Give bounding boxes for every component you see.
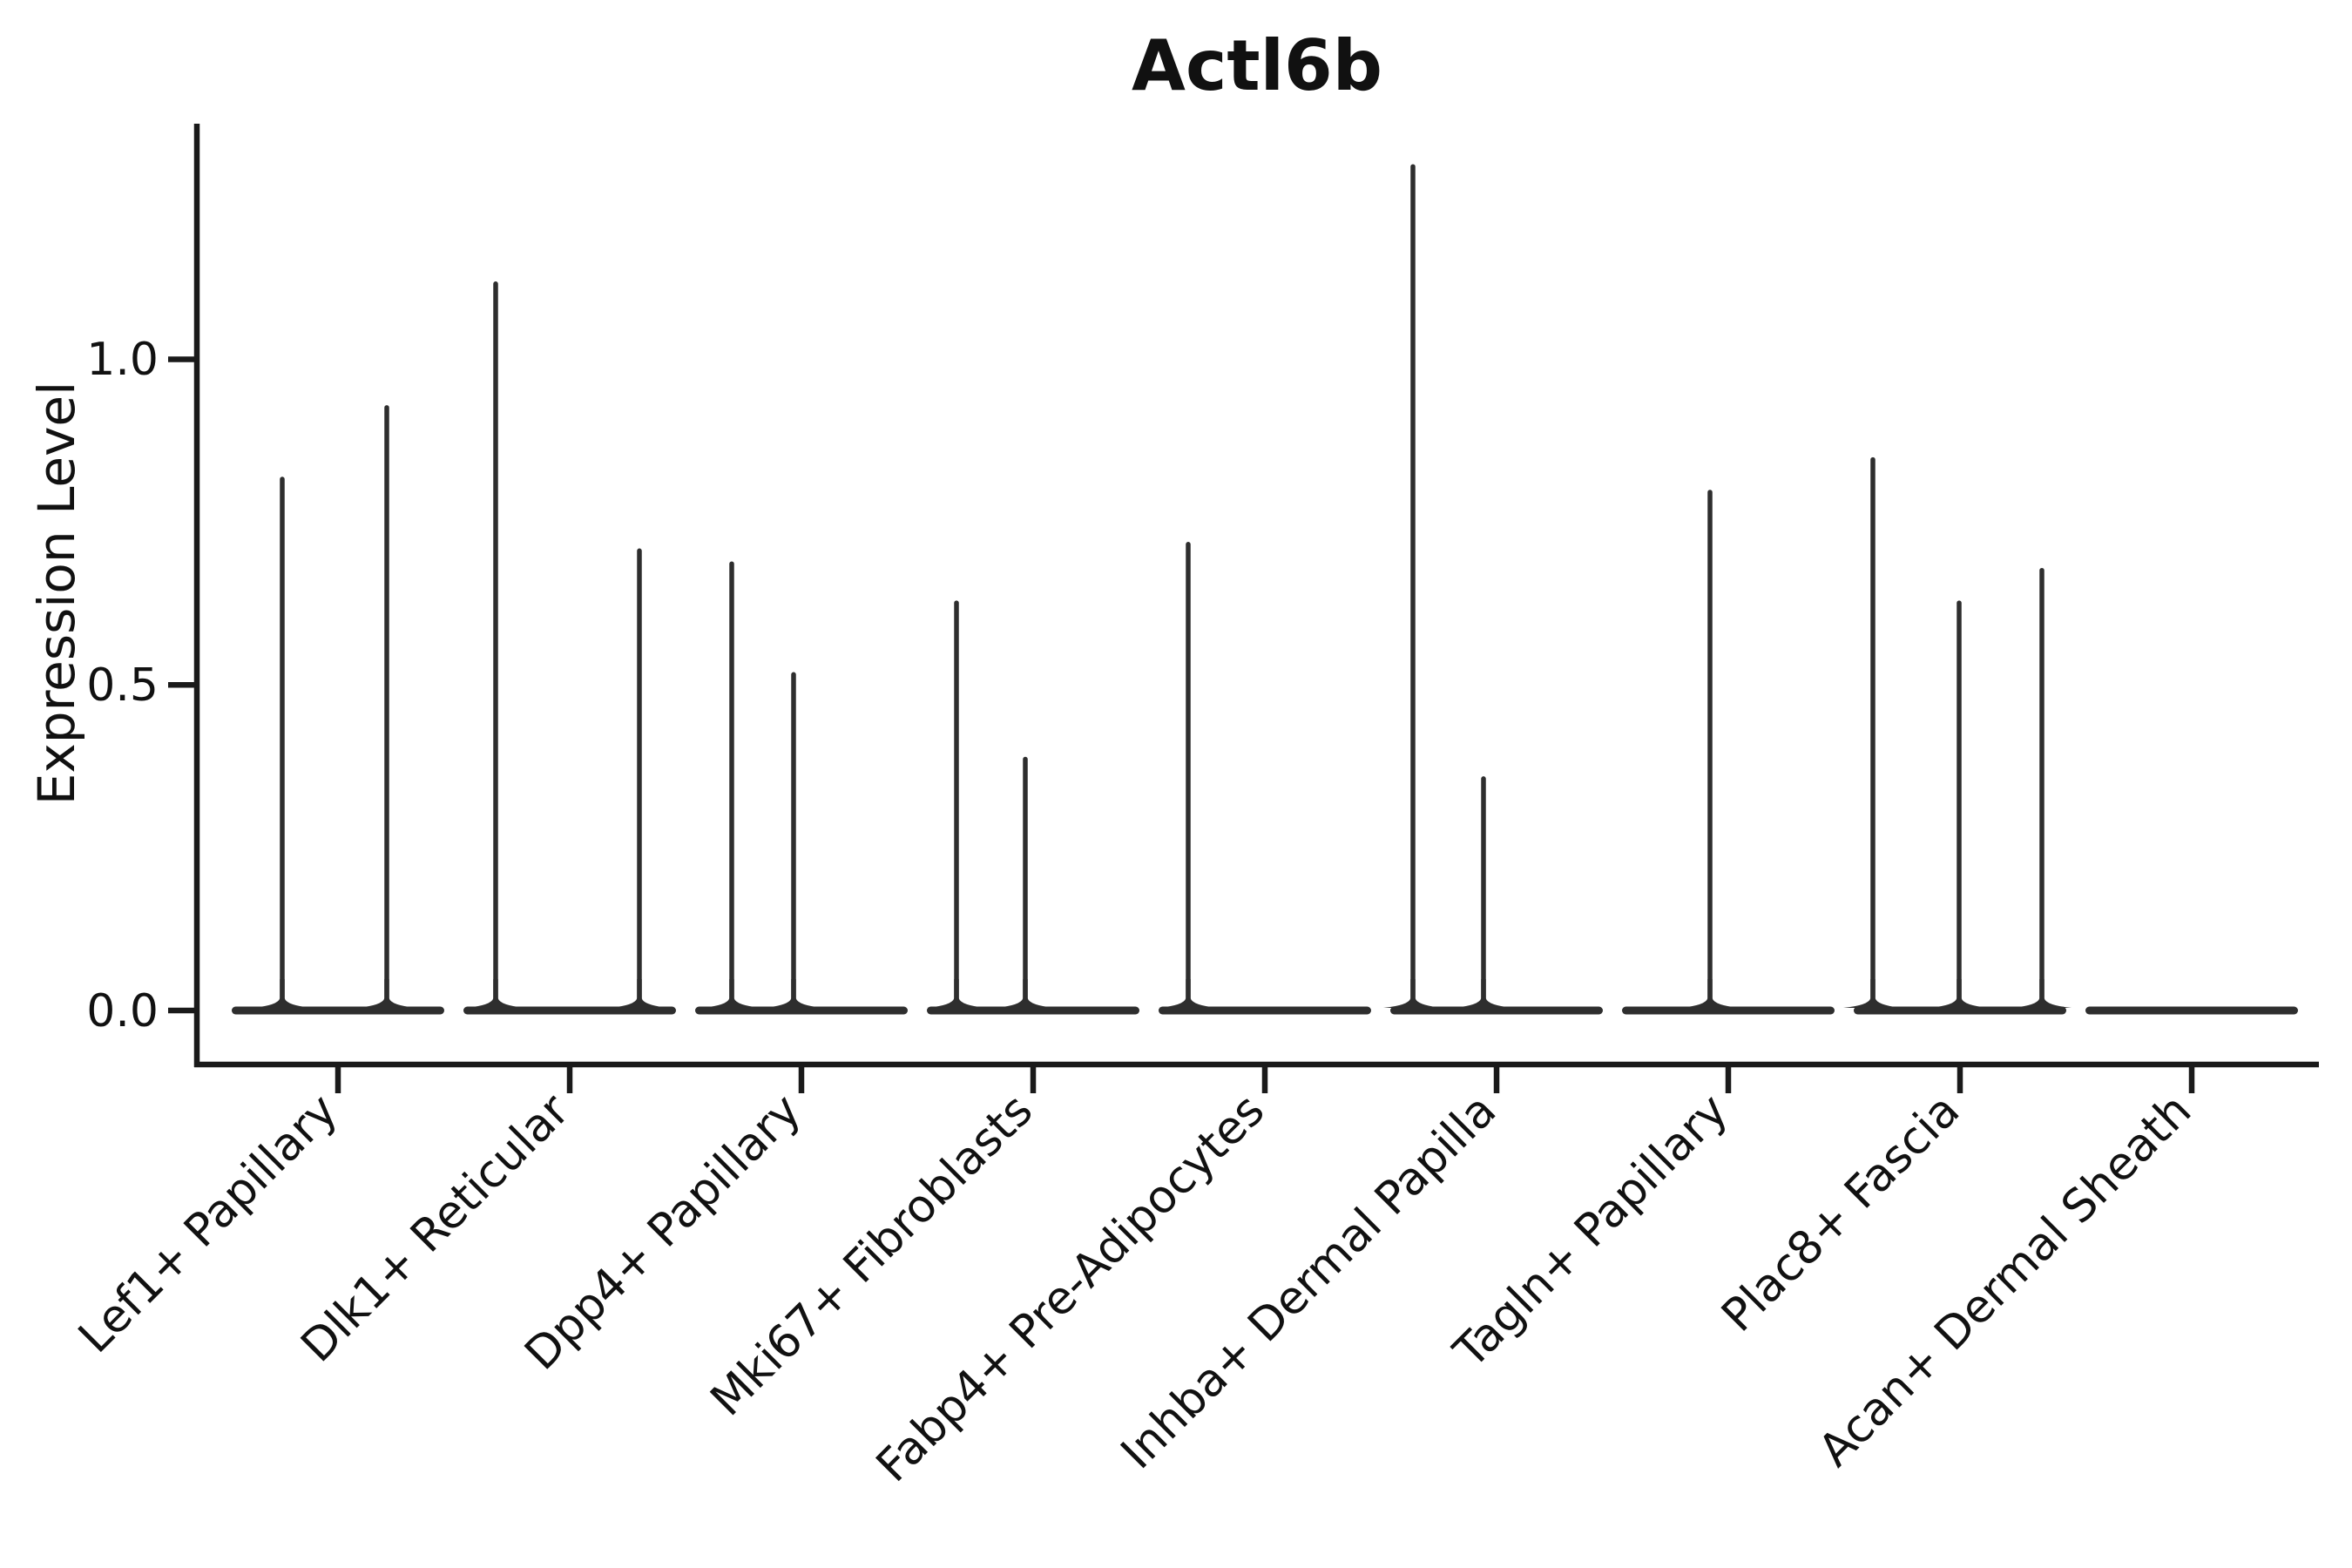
violin-base: [232, 1006, 444, 1015]
violin-base: [695, 1006, 908, 1015]
violin-base: [463, 1006, 676, 1015]
x-tick-label-fabp4: Fabp4+ Pre-Adipocytes: [867, 1085, 1274, 1492]
violin-spike-flare: [1159, 979, 1218, 1008]
violin-spike-flare: [1383, 979, 1443, 1008]
violin-spike-flare: [466, 979, 525, 1008]
violin-spike-flare: [2012, 979, 2072, 1008]
x-tick-labels: Lef1+ Papillary Dlk1+ Reticular Dpp4+ Pa…: [69, 1084, 2201, 1492]
y-tick-label-1: 1.0: [86, 334, 159, 386]
violin-base: [1159, 1006, 1371, 1015]
x-tick-label-acan: Acan+ Dermal Sheath: [1809, 1085, 2202, 1477]
violin-spike-flare: [1843, 979, 1903, 1008]
violins-layer: [168, 124, 2319, 1093]
x-tick-label-inhba: Inhba+ Dermal Papilla: [1112, 1085, 1506, 1479]
violin-spike-flare: [1930, 979, 1989, 1008]
violin-base: [1854, 1006, 2066, 1015]
violin-spike-flare: [927, 979, 986, 1008]
violin-spike-flare: [702, 979, 761, 1008]
violin-spike-flare: [996, 979, 1055, 1008]
violin-spike-flare: [253, 979, 312, 1008]
chart-title: Actl6b: [1132, 25, 1382, 106]
x-tick-label-plac8: Plac8+ Fascia: [1712, 1085, 1970, 1342]
violin-base: [1390, 1006, 1603, 1015]
violin-spike-flare: [1454, 979, 1513, 1008]
violin-spike-flare: [357, 979, 416, 1008]
violin-spike-flare: [1680, 979, 1740, 1008]
violin-spike-flare: [610, 979, 669, 1008]
y-tick-label-05: 0.5: [86, 659, 159, 712]
violin-base: [1622, 1006, 1835, 1015]
y-tick-labels: 0.0 0.5 1.0: [86, 334, 159, 1037]
violin-base: [2085, 1006, 2298, 1015]
violin-spike-flare: [764, 979, 823, 1008]
violin-base: [927, 1006, 1139, 1015]
y-tick-label-0: 0.0: [86, 985, 159, 1037]
y-axis-label: Expression Level: [27, 382, 86, 805]
